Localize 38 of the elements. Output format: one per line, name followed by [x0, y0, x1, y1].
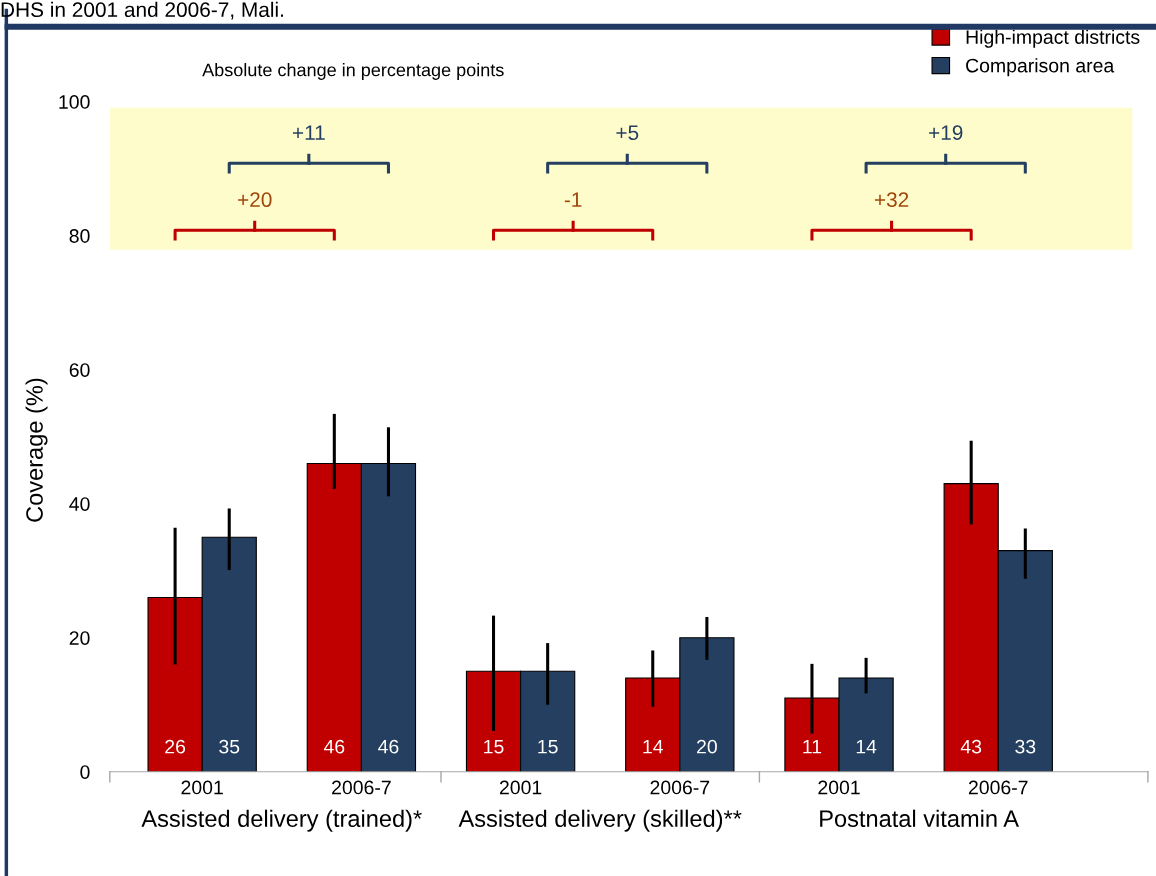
data-label: 20: [697, 739, 717, 754]
y-tick-label: 20: [69, 631, 90, 645]
x-tick-label: 2006-7: [332, 780, 391, 795]
data-label: 15: [484, 739, 504, 754]
chart-title: DHS in 2001 and 2006-7, Mali.: [1, 1, 283, 20]
data-label: 14: [643, 739, 663, 754]
x-tick-label: 2006-7: [650, 780, 710, 795]
text: Absolute change in percentage points: [202, 63, 504, 80]
text: Assisted delivery (trained)*: [141, 809, 422, 832]
data-label: 35: [219, 739, 240, 754]
data-label: 26: [165, 739, 186, 754]
data-label: 33: [1015, 739, 1036, 754]
x-tick-label: 2006-7: [968, 780, 1028, 795]
annotation: -1: [564, 192, 582, 207]
annotation: +5: [616, 125, 639, 141]
data-label: 14: [856, 739, 877, 754]
data-label: 46: [378, 739, 399, 754]
data-label: 11: [803, 739, 822, 754]
y-axis-title: Coverage (%): [25, 378, 48, 522]
data-label: 43: [960, 739, 982, 754]
y-tick-label: 80: [69, 229, 90, 243]
annotation: +19: [929, 125, 963, 141]
annotation: +20: [238, 192, 272, 208]
y-tick-label: 40: [69, 497, 90, 511]
x-tick-label: 2001: [499, 780, 542, 795]
text: Postnatal vitamin A: [820, 809, 1019, 828]
text: Assisted delivery (skilled)**: [458, 809, 742, 832]
y-tick-label: 100: [59, 95, 90, 109]
x-tick-label: 2001: [818, 780, 860, 795]
legend-label: Comparison area: [966, 58, 1115, 77]
annotation: +11: [292, 125, 325, 140]
data-label: 46: [323, 739, 345, 754]
annotation: +32: [874, 192, 909, 208]
data-label: 15: [538, 739, 558, 754]
x-tick-label: 2001: [181, 780, 223, 795]
legend-label: High-impact districts: [966, 29, 1140, 48]
y-tick-label: 0: [80, 765, 90, 779]
y-tick-label: 60: [69, 363, 90, 377]
